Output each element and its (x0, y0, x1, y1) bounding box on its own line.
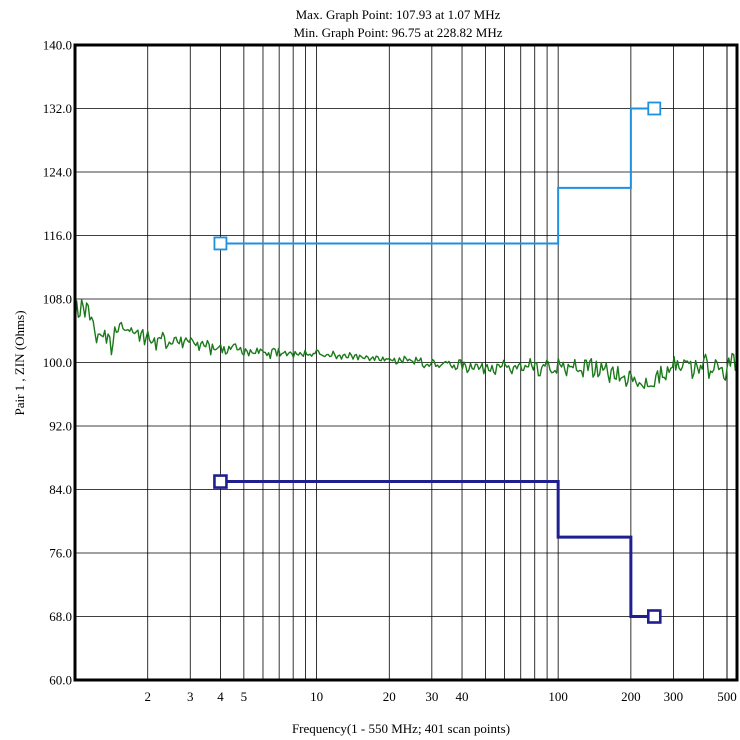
upper-limit-marker (647, 101, 662, 116)
y-tick-label: 116.0 (43, 228, 72, 243)
x-tick-label: 4 (217, 689, 224, 704)
x-tick-labels: 2 3 4 5 10 20 30 40 100 200 300 500 (144, 689, 736, 704)
x-axis-label: Frequency(1 - 550 MHz; 401 scan points) (292, 721, 510, 736)
series-group (74, 101, 738, 624)
x-tick-label: 3 (187, 689, 194, 704)
upper-limit-marker (213, 236, 228, 251)
x-tick-label: 200 (621, 689, 641, 704)
y-tick-label: 100.0 (43, 355, 72, 370)
x-tick-label: 500 (717, 689, 737, 704)
x-tick-label: 10 (310, 689, 323, 704)
x-tick-label: 100 (548, 689, 568, 704)
measurement-trace (74, 298, 738, 389)
x-tick-label: 300 (664, 689, 684, 704)
y-axis-label: Pair 1 , ZIN (Ohms) (12, 310, 27, 415)
y-tick-label: 132.0 (43, 101, 72, 116)
lower-limit-line (220, 480, 655, 618)
y-tick-label: 124.0 (43, 165, 72, 180)
y-tick-label: 68.0 (49, 609, 72, 624)
y-tick-label: 92.0 (49, 419, 72, 434)
x-tick-label: 20 (383, 689, 396, 704)
x-tick-label: 30 (425, 689, 438, 704)
plot-frame (73, 43, 739, 682)
y-tick-label: 140.0 (43, 38, 72, 53)
y-tick-label: 84.0 (49, 482, 72, 497)
y-tick-labels: 60.0 68.0 76.0 84.0 92.0 100.0 108.0 116.0 124.0… (43, 38, 72, 688)
header-min-point: Min. Graph Point: 96.75 at 228.82 MHz (293, 25, 502, 40)
y-tick-label: 108.0 (43, 292, 72, 307)
upper-limit-line (220, 107, 655, 245)
y-tick-label: 60.0 (49, 673, 72, 688)
lower-limit-marker (213, 474, 228, 489)
lower-limit-marker (646, 609, 662, 624)
y-tick-label: 76.0 (49, 546, 72, 561)
x-tick-label: 5 (241, 689, 248, 704)
x-tick-label: 2 (144, 689, 151, 704)
x-tick-label: 40 (456, 689, 469, 704)
header-max-point: Max. Graph Point: 107.93 at 1.07 MHz (296, 7, 501, 22)
